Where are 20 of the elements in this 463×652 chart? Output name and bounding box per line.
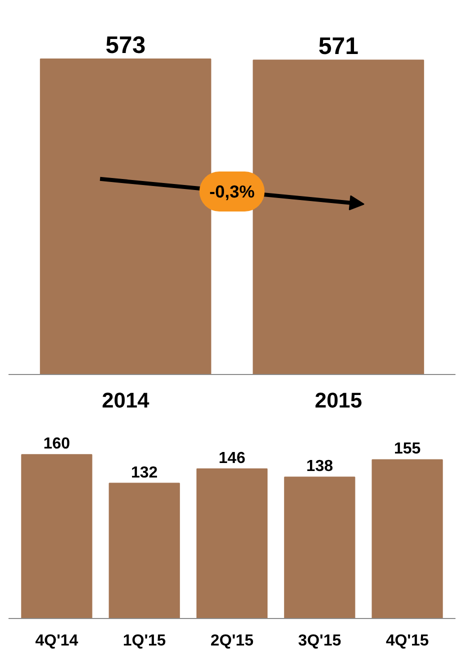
x-tick-label: 2Q'15 [210, 632, 254, 650]
x-tick-label: 4Q'14 [35, 632, 78, 650]
data-label: 138 [306, 458, 334, 476]
bar [21, 454, 92, 618]
data-label: 132 [131, 464, 158, 482]
data-label: 146 [218, 450, 246, 467]
bar [196, 468, 268, 618]
bar [284, 476, 356, 618]
x-tick-label: 4Q'15 [386, 632, 429, 650]
data-label: 160 [43, 436, 70, 453]
x-tick-label: 2015 [314, 388, 362, 412]
annotation: -0,3% [209, 182, 255, 202]
x-tick-label: 2014 [102, 388, 150, 412]
bar [108, 482, 180, 618]
x-tick-label: 1Q'15 [122, 632, 166, 650]
data-label: 571 [318, 33, 358, 60]
data-label: 155 [394, 440, 421, 458]
x-tick-label: 3Q'15 [298, 632, 342, 650]
data-label: 573 [106, 32, 146, 59]
bar [372, 459, 443, 618]
